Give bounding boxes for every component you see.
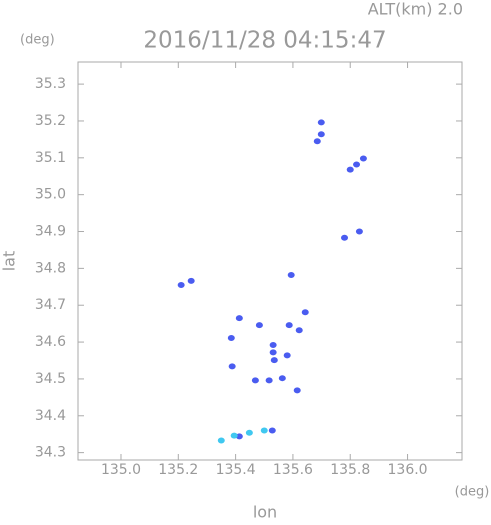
echo-point	[269, 342, 277, 349]
echo-point	[293, 387, 301, 394]
y-tick-label: 34.4	[35, 408, 66, 424]
x-tick-label: 135.4	[216, 462, 256, 478]
y-tick-label: 35.1	[35, 150, 66, 166]
echo-point	[283, 352, 291, 359]
y-tick-label: 34.6	[35, 334, 66, 350]
echo-point	[227, 335, 235, 342]
echo-point	[317, 119, 325, 126]
plot-frame	[77, 61, 463, 461]
echo-point	[260, 427, 268, 434]
y-tick-label: 34.5	[35, 371, 66, 387]
x-tick-label: 136.0	[388, 462, 428, 478]
echo-point	[235, 433, 243, 440]
y-tick-label: 35.3	[35, 76, 66, 92]
y-tick-label: 35.0	[35, 187, 66, 203]
echo-point	[359, 155, 367, 162]
y-tick-label: 35.2	[35, 113, 66, 129]
y-axis-label: lat	[0, 251, 19, 272]
x-tick-label: 135.0	[101, 462, 141, 478]
echo-point	[269, 349, 277, 356]
echo-point	[265, 377, 273, 384]
chart-title: 2016/11/28 04:15:47	[143, 28, 386, 54]
x-axis-label: lon	[253, 503, 277, 522]
echo-point	[255, 322, 263, 329]
echo-point	[228, 363, 236, 370]
echo-point	[177, 281, 185, 288]
echo-point	[217, 437, 225, 444]
echo-point	[251, 377, 259, 384]
echo-point	[270, 357, 278, 364]
echo-point	[287, 272, 295, 279]
echo-point	[353, 161, 361, 168]
echo-point	[285, 322, 293, 329]
echo-point	[355, 228, 363, 235]
y-tick-label: 34.7	[35, 297, 66, 313]
echo-point	[341, 234, 349, 241]
x-unit: (deg)	[455, 485, 490, 500]
echo-point	[346, 166, 354, 173]
y-tick-label: 34.9	[35, 224, 66, 240]
x-tick-label: 135.8	[330, 462, 370, 478]
echo-point	[317, 131, 325, 138]
y-tick-label: 34.3	[35, 445, 66, 461]
echo-point	[245, 429, 253, 436]
x-tick-label: 135.6	[273, 462, 313, 478]
echo-point	[268, 427, 276, 434]
x-tick-label: 135.2	[158, 462, 198, 478]
echo-point	[230, 432, 238, 439]
altitude-label: ALT(km) 2.0	[368, 0, 463, 19]
echo-point	[301, 309, 309, 316]
echo-point	[235, 315, 243, 322]
echo-point	[187, 277, 195, 284]
echo-point	[295, 327, 303, 334]
y-unit: (deg)	[20, 33, 55, 48]
y-tick-label: 34.8	[35, 260, 66, 276]
echo-point	[278, 375, 286, 382]
echo-point	[313, 138, 321, 145]
